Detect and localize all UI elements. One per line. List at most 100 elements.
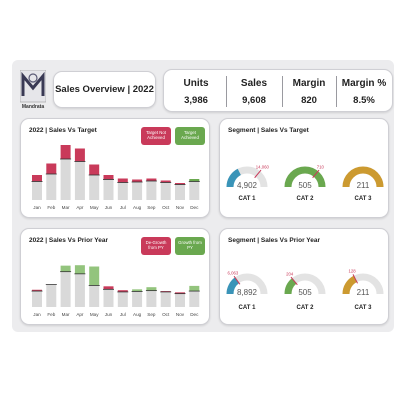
gauge-fill-cat1: [226, 168, 242, 188]
bar-base-dec: [189, 291, 200, 307]
gauge-target-cat1: 14,060: [256, 165, 270, 170]
bar-base-mar: [60, 159, 71, 200]
bar-gap-jul: [117, 178, 128, 183]
x-tick-mar: Mar: [62, 205, 70, 210]
gauge-cat2-label: CAT 2: [296, 196, 314, 202]
gauge-target-cat3: 128: [349, 269, 357, 274]
bar-base-dec: [189, 181, 200, 200]
kpi-sales-value: 9,608: [242, 95, 266, 106]
kpi-divider: [226, 76, 227, 107]
kpi-units-value: 3,986: [184, 95, 208, 106]
x-tick-jul: Jul: [120, 312, 126, 317]
kpi-margin-pct: Margin % 8.5%: [336, 70, 392, 113]
title-card: Sales Overview | 2022: [53, 71, 156, 108]
bar-gap-nov: [175, 183, 185, 185]
x-tick-mar: Mar: [62, 312, 70, 317]
logo-caption: Mandrata: [21, 104, 45, 110]
x-tick-jul: Jul: [120, 205, 126, 210]
gauge-marker-cat1: [254, 169, 262, 179]
kpi-sales-label: Sales: [240, 78, 268, 89]
bar-base-sep: [146, 290, 157, 307]
bar-gap-jun: [103, 175, 114, 180]
bar-change-jan: [32, 289, 42, 292]
gauge-cat1-label: CAT 1: [238, 196, 256, 202]
bar-change-sep: [146, 287, 157, 291]
bar-gap-jan: [32, 175, 42, 182]
segment-vs-prior-title: Segment | Sales Vs Prior Year: [228, 237, 321, 244]
gauge-target-cat1: 6,063: [228, 271, 239, 276]
legend-degrowth[interactable]: De-Growth from PY: [141, 237, 171, 255]
gauge-target-cat2: 710: [317, 165, 325, 170]
bar-gap-mar: [60, 145, 71, 159]
bar-base-feb: [46, 284, 57, 307]
x-tick-apr: Apr: [76, 312, 84, 317]
kpi-divider: [282, 76, 283, 107]
gauge-value-cat1: 8,892: [237, 288, 258, 297]
x-tick-dec: Dec: [190, 205, 199, 210]
bar-change-mar: [60, 265, 71, 272]
x-tick-aug: Aug: [133, 205, 142, 210]
sales-vs-prior-title: 2022 | Sales Vs Prior Year: [29, 237, 109, 244]
x-tick-feb: Feb: [47, 205, 55, 210]
bar-change-dec: [189, 285, 200, 292]
bar-gap-aug: [132, 179, 143, 182]
bar-gap-may: [89, 164, 100, 175]
x-tick-aug: Aug: [133, 312, 142, 317]
x-tick-may: May: [90, 205, 99, 210]
bar-base-jun: [103, 289, 114, 307]
bar-change-nov: [175, 292, 185, 294]
sales-vs-prior-card: 2022 | Sales Vs Prior Year De-Growth fro…: [20, 228, 210, 325]
gauge-marker-cat1: [233, 275, 241, 285]
kpi-margin-pct-label: Margin %: [341, 78, 387, 89]
legend-target-achieved[interactable]: Target Achieved: [175, 127, 205, 145]
gauge-fill-cat1: [226, 277, 240, 295]
bar-change-aug: [132, 289, 143, 292]
bar-gap-apr: [74, 148, 85, 162]
x-tick-jan: Jan: [33, 312, 41, 317]
segment-vs-target-gauges: 14,060 4,902 710 505 211: [226, 165, 384, 190]
legend-growth[interactable]: Growth from PY: [175, 237, 205, 255]
bar-base-sep: [146, 181, 157, 200]
gauge-cat2-label: CAT 2: [296, 305, 314, 311]
page-title: Sales Overview | 2022: [55, 84, 154, 95]
bar-base-apr: [74, 161, 85, 200]
segment-vs-target-card: Segment | Sales Vs Target 14,060 4,902 710…: [219, 118, 389, 218]
kpi-units: Units 3,986: [168, 70, 224, 113]
bar-base-jul: [117, 182, 128, 200]
segment-vs-target-title: Segment | Sales Vs Target: [228, 127, 309, 134]
gauge-marker-cat2: [312, 169, 320, 179]
bar-change-may: [89, 266, 100, 286]
bar-gap-feb: [46, 163, 57, 174]
bar-change-apr: [74, 265, 85, 274]
bar-base-may: [89, 285, 100, 307]
segment-vs-prior-card: Segment | Sales Vs Prior Year 6,063 8,892…: [219, 228, 389, 325]
x-tick-sep: Sep: [147, 312, 156, 317]
x-tick-dec: Dec: [190, 312, 199, 317]
kpi-sales: Sales 9,608: [226, 70, 282, 113]
kpi-margin-pct-value: 8.5%: [353, 95, 375, 106]
x-tick-nov: Nov: [176, 312, 185, 317]
gauge-value-cat1: 4,902: [237, 181, 258, 190]
gauge-marker-cat3: [352, 274, 358, 284]
kpi-divider: [336, 76, 337, 107]
sales-vs-target-title: 2022 | Sales Vs Target: [29, 127, 97, 134]
gauge-marker-cat2: [290, 276, 298, 286]
bar-gap-sep: [146, 178, 157, 181]
x-tick-apr: Apr: [76, 205, 84, 210]
legend-target-not-achieved[interactable]: Target Not Achieved: [141, 127, 171, 145]
bar-base-aug: [132, 182, 143, 200]
bar-base-jun: [103, 179, 114, 200]
bar-base-may: [89, 175, 100, 200]
x-tick-feb: Feb: [47, 312, 55, 317]
x-tick-nov: Nov: [176, 205, 185, 210]
bar-change-jul: [117, 290, 128, 292]
sales-vs-target-chart: Jan Feb Mar Apr May Jun Jul Aug Sep Oct Nov Dec: [31, 145, 200, 210]
bar-change-jun: [103, 286, 114, 290]
bar-base-mar: [60, 271, 71, 307]
gauge-value-cat3: 211: [357, 288, 370, 297]
kpi-units-label: Units: [183, 78, 209, 89]
bar-base-nov: [175, 184, 185, 200]
x-tick-oct: Oct: [162, 205, 170, 210]
bar-base-aug: [132, 291, 143, 307]
bar-base-jan: [32, 291, 42, 307]
